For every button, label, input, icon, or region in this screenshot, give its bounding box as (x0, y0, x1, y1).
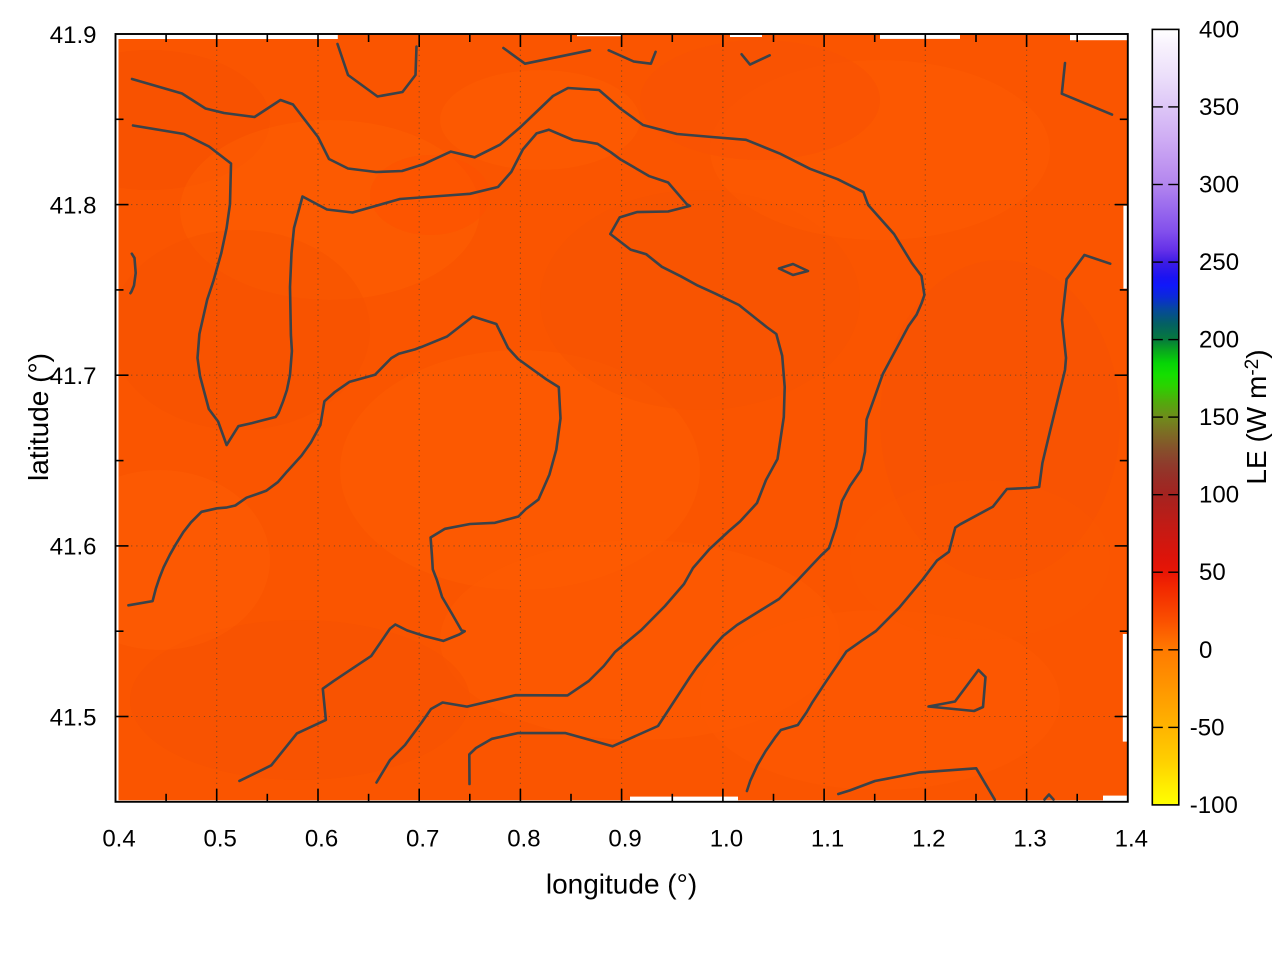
svg-text:longitude (°): longitude (°) (546, 869, 697, 900)
svg-text:1.3: 1.3 (1013, 825, 1046, 852)
svg-text:0.4: 0.4 (102, 825, 135, 852)
svg-text:-50: -50 (1190, 714, 1225, 741)
svg-text:latitude (°): latitude (°) (23, 353, 54, 481)
svg-text:0.7: 0.7 (406, 825, 439, 852)
svg-text:400: 400 (1199, 16, 1239, 43)
svg-text:0.9: 0.9 (608, 825, 641, 852)
svg-text:0.6: 0.6 (305, 825, 338, 852)
svg-text:100: 100 (1199, 482, 1239, 509)
svg-text:41.6: 41.6 (50, 534, 97, 561)
svg-text:41.9: 41.9 (50, 22, 97, 49)
svg-text:0.5: 0.5 (204, 825, 237, 852)
svg-text:300: 300 (1199, 172, 1239, 199)
svg-text:50: 50 (1199, 559, 1226, 586)
svg-text:1.0: 1.0 (710, 825, 743, 852)
svg-text:200: 200 (1199, 327, 1239, 354)
svg-text:41.8: 41.8 (50, 192, 97, 219)
svg-text:1.2: 1.2 (912, 825, 945, 852)
svg-text:350: 350 (1199, 94, 1239, 121)
svg-text:250: 250 (1199, 249, 1239, 276)
svg-text:0.8: 0.8 (507, 825, 540, 852)
svg-text:1.1: 1.1 (811, 825, 844, 852)
svg-text:-100: -100 (1190, 792, 1238, 819)
svg-text:41.7: 41.7 (50, 363, 97, 390)
svg-text:150: 150 (1199, 404, 1239, 431)
svg-text:1.4: 1.4 (1115, 825, 1148, 852)
svg-text:41.5: 41.5 (50, 704, 97, 731)
svg-text:0: 0 (1199, 637, 1212, 664)
